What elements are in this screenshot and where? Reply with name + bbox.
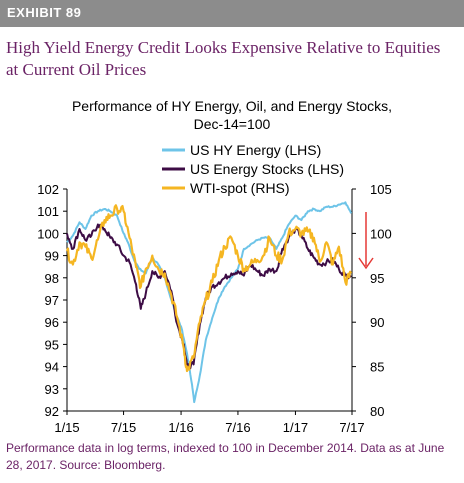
exhibit-bar: EXHIBIT 89 xyxy=(0,0,464,27)
left-tick-label: 96 xyxy=(45,315,59,330)
right-tick-label: 105 xyxy=(370,182,392,197)
series-line xyxy=(66,201,353,404)
left-tick-label: 92 xyxy=(45,404,59,419)
legend-label: US HY Energy (LHS) xyxy=(190,142,321,158)
x-tick-label: 1/15 xyxy=(54,420,79,435)
x-tick-label: 7/16 xyxy=(225,420,250,435)
left-tick-label: 98 xyxy=(45,271,59,286)
left-tick-label: 97 xyxy=(45,293,59,308)
left-tick-label: 102 xyxy=(37,182,59,197)
x-tick-label: 7/17 xyxy=(339,420,364,435)
right-tick-label: 95 xyxy=(370,271,384,286)
legend-label: US Energy Stocks (LHS) xyxy=(190,161,344,177)
left-tick-label: 101 xyxy=(37,204,59,219)
exhibit-label: EXHIBIT 89 xyxy=(7,5,82,20)
x-tick-label: 1/16 xyxy=(168,420,193,435)
x-tick-label: 7/15 xyxy=(111,420,136,435)
right-tick-label: 90 xyxy=(370,315,384,330)
series-line xyxy=(65,204,353,373)
headline: High Yield Energy Credit Looks Expensive… xyxy=(6,38,441,79)
left-tick-label: 100 xyxy=(37,226,59,241)
left-tick-label: 99 xyxy=(45,249,59,264)
chart-title: Performance of HY Energy, Oil, and Energ… xyxy=(72,98,392,132)
series-group xyxy=(65,201,353,404)
legend-label: WTI-spot (RHS) xyxy=(190,180,290,196)
axes: 92 93 94 95 96 97 98 99 100 101 102 80 85 90 95 100 105 1… xyxy=(37,182,391,435)
left-tick-label: 93 xyxy=(45,382,59,397)
legend: US HY Energy (LHS) US Energy Stocks (LHS)… xyxy=(162,142,344,196)
right-tick-label: 80 xyxy=(370,404,384,419)
footnote: Performance data in log terms, indexed t… xyxy=(6,441,445,472)
chart-title-line: Dec-14=100 xyxy=(194,116,271,132)
annotations xyxy=(358,212,374,270)
right-tick-label: 85 xyxy=(370,360,384,375)
x-tick-label: 1/17 xyxy=(283,420,308,435)
right-tick-label: 100 xyxy=(370,226,392,241)
red-arrow-head xyxy=(358,257,374,270)
left-tick-label: 95 xyxy=(45,337,59,352)
left-tick-label: 94 xyxy=(45,360,59,375)
chart-title-line: Performance of HY Energy, Oil, and Energ… xyxy=(72,98,392,114)
